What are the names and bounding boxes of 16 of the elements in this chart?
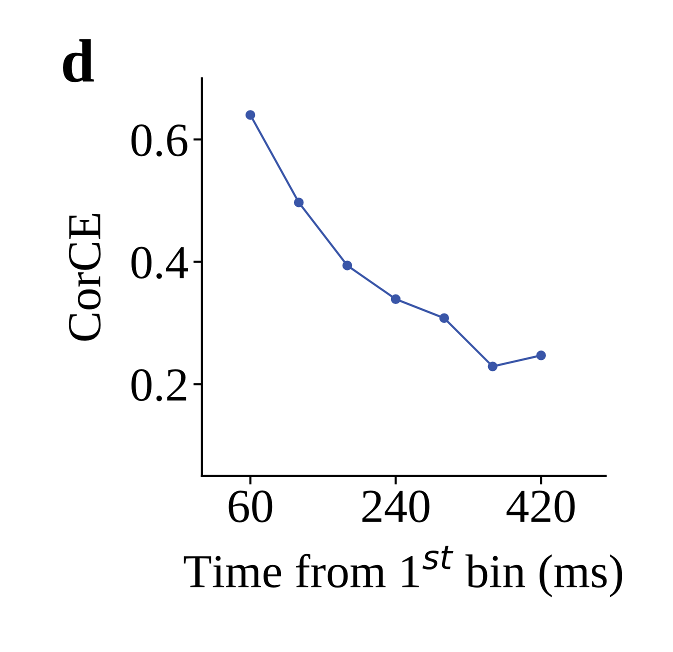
point bbox=[294, 198, 304, 208]
x-tick-label: 60 bbox=[228, 490, 272, 522]
y-tick-label: 0.2 bbox=[131, 369, 186, 402]
y-tick-label: 0.6 bbox=[131, 124, 188, 156]
point bbox=[390, 294, 401, 304]
y-tick-label: 0.4 bbox=[131, 246, 188, 279]
x-tick-label: 420 bbox=[506, 490, 575, 522]
point bbox=[536, 350, 546, 360]
point bbox=[342, 260, 352, 270]
x-tick-label: 240 bbox=[362, 490, 430, 522]
point bbox=[439, 313, 450, 323]
y-axis-title: CorCE bbox=[68, 214, 101, 341]
x-axis-title: Time from 1$^{st}$ bin (ms) bbox=[184, 546, 622, 598]
chart-title: d bbox=[63, 39, 94, 82]
point bbox=[488, 362, 498, 372]
point bbox=[245, 110, 256, 120]
